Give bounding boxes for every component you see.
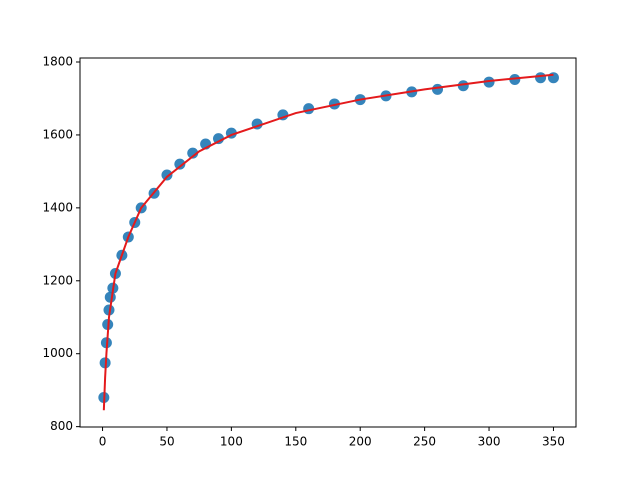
- point: [432, 83, 444, 95]
- x-tick-label: 300: [478, 435, 501, 449]
- point: [103, 304, 115, 316]
- y-tick-label: 1400: [42, 200, 73, 214]
- x-tick-label: 200: [349, 435, 372, 449]
- point: [509, 74, 521, 86]
- point: [174, 158, 186, 170]
- x-tick-label: 100: [220, 435, 243, 449]
- x-tick-label: 350: [542, 435, 565, 449]
- x-tick-label: 50: [159, 435, 174, 449]
- point: [547, 72, 559, 84]
- y-tick-label: 1000: [42, 346, 73, 360]
- x-tick-label: 250: [413, 435, 436, 449]
- x-tick-label: 150: [284, 435, 307, 449]
- y-tick-label: 1200: [42, 273, 73, 287]
- y-tick-label: 800: [50, 419, 73, 433]
- x-tick-label: 0: [99, 435, 107, 449]
- y-tick-label: 1600: [42, 127, 73, 141]
- point: [535, 72, 547, 84]
- plot-frame: [79, 57, 577, 428]
- y-tick-label: 1800: [42, 55, 73, 69]
- fit-line: [102, 73, 554, 411]
- point: [187, 147, 199, 159]
- point: [161, 169, 173, 181]
- point: [212, 133, 224, 145]
- point: [483, 76, 495, 88]
